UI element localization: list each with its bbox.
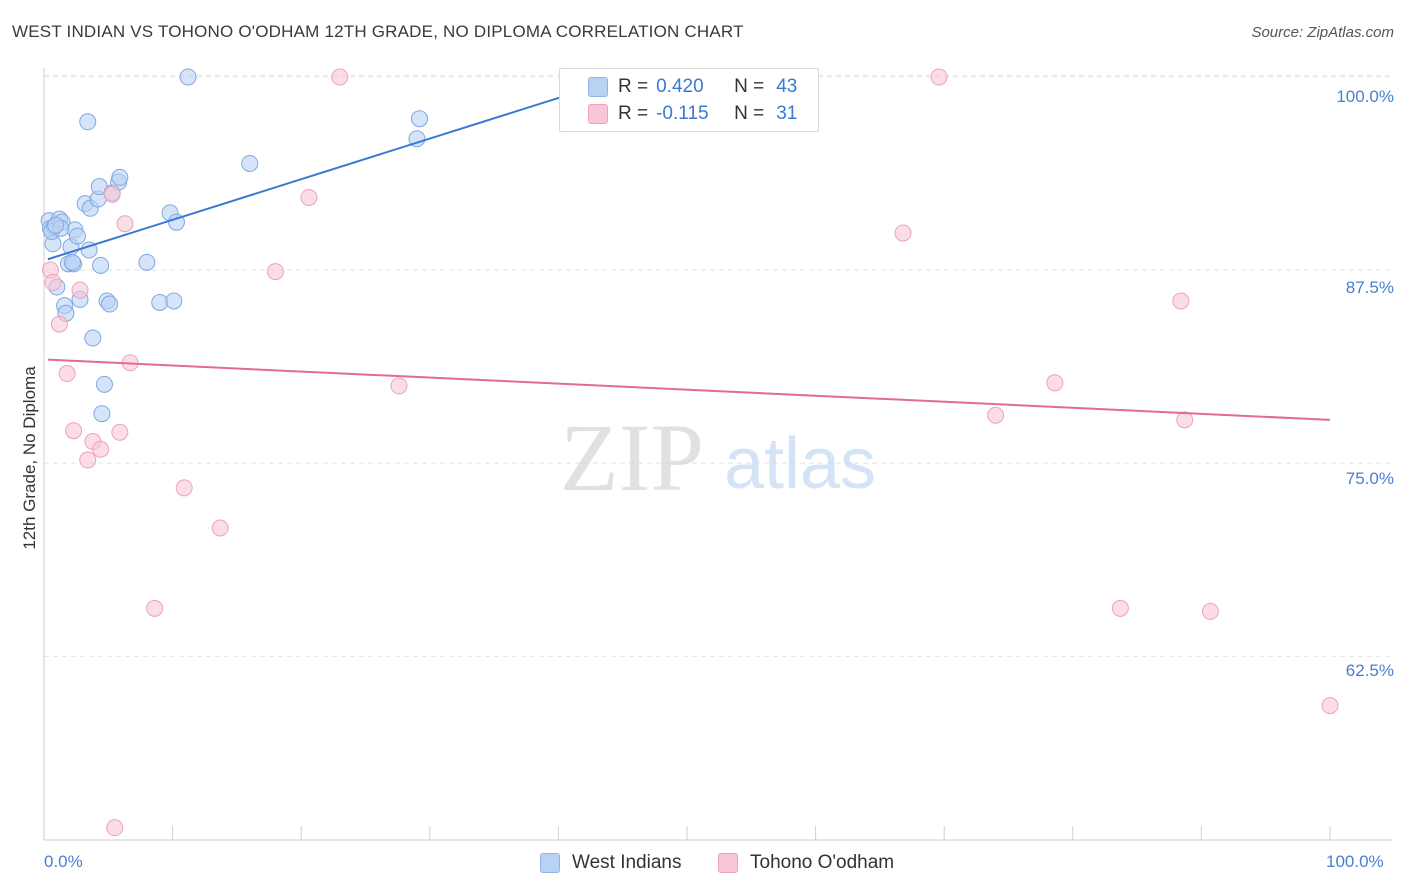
n-label: N = (734, 76, 765, 97)
y-tick-label: 62.5% (1345, 661, 1394, 680)
tohono-point (65, 422, 83, 440)
tohono-point (331, 68, 349, 86)
west-indians-point (84, 329, 102, 347)
tohono-point (930, 68, 948, 86)
west-indians-point (138, 253, 156, 271)
tohono-point (175, 479, 193, 497)
west-indians-point (47, 216, 65, 234)
west-indians-point (92, 256, 110, 274)
n-value: 43 (776, 76, 798, 97)
tohono-point (300, 188, 318, 206)
tohono-point (58, 365, 76, 383)
chart-title: WEST INDIAN VS TOHONO O'ODHAM 12TH GRADE… (12, 22, 744, 41)
tohono-swatch (718, 853, 738, 873)
west-indians-swatch (588, 77, 608, 97)
west-indians-point (95, 375, 113, 393)
west-indians-point (241, 154, 259, 172)
tohono-point (1111, 599, 1129, 617)
tohono-point (106, 819, 124, 837)
tohono-point (894, 224, 912, 242)
west-indians-point (68, 227, 86, 245)
tohono-swatch (588, 104, 608, 124)
west-indians-point (111, 168, 129, 186)
tohono-point (1046, 374, 1064, 392)
y-tick-label: 87.5% (1345, 278, 1394, 297)
tohono-point (103, 185, 121, 203)
legend-item-west-indians[interactable]: West Indians (540, 852, 681, 874)
tohono-point (92, 440, 110, 458)
correlation-legend: R = 0.420 N = 43 R = -0.115 N = 31 (559, 68, 819, 132)
y-tick-label: 75.0% (1345, 469, 1394, 488)
west-indians-point (179, 68, 197, 86)
west-indians-point (411, 110, 429, 128)
tohono-trendline (47, 358, 1331, 421)
west-indians-point (79, 113, 97, 131)
tohono-point (146, 599, 164, 617)
n-value: 31 (776, 103, 798, 124)
r-label: R = (618, 103, 649, 124)
n-label: N = (734, 103, 765, 124)
west-indians-point (165, 292, 183, 310)
watermark-zip: ZIP (560, 404, 704, 511)
y-tick-label: 100.0% (1336, 87, 1394, 106)
tohono-point (211, 519, 229, 537)
x-tick-label: 0.0% (44, 852, 83, 871)
watermark-atlas: atlas (724, 424, 876, 504)
west-indians-point (101, 295, 119, 313)
legend-item-tohono[interactable]: Tohono O'odham (718, 852, 894, 874)
x-tick-label: 100.0% (1326, 852, 1384, 871)
tohono-point (116, 215, 134, 233)
tohono-point (79, 451, 97, 469)
tohono-point (987, 406, 1005, 424)
tohono-point (1176, 411, 1194, 429)
legend-label: West Indians (572, 852, 682, 873)
r-value: -0.115 (656, 103, 709, 124)
tohono-point (1172, 292, 1190, 310)
tohono-point (1201, 602, 1219, 620)
west-indians-point (408, 130, 426, 148)
source-credit: Source: ZipAtlas.com (1251, 24, 1394, 41)
axes (43, 68, 1392, 841)
tohono-point (71, 281, 89, 299)
west-indians-swatch (540, 853, 560, 873)
tohono-point (50, 315, 68, 333)
r-label: R = (618, 76, 649, 97)
tohono-point (44, 273, 62, 291)
legend-label: Tohono O'odham (750, 852, 895, 873)
west-indians-trendline (47, 94, 567, 261)
west-indians-point (151, 293, 169, 311)
tohono-point (111, 423, 129, 441)
r-value: 0.420 (656, 76, 704, 97)
tohono-point (266, 263, 284, 281)
west-indians-point (93, 405, 111, 423)
tohono-point (390, 377, 408, 395)
tohono-point (1321, 697, 1339, 715)
west-indians-point (63, 253, 81, 271)
